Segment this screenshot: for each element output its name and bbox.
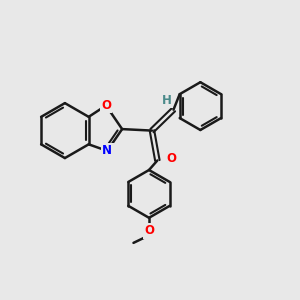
Text: N: N [102,144,112,158]
Text: O: O [144,224,154,237]
Text: O: O [101,99,111,112]
Text: H: H [162,94,172,106]
Text: O: O [167,152,177,165]
